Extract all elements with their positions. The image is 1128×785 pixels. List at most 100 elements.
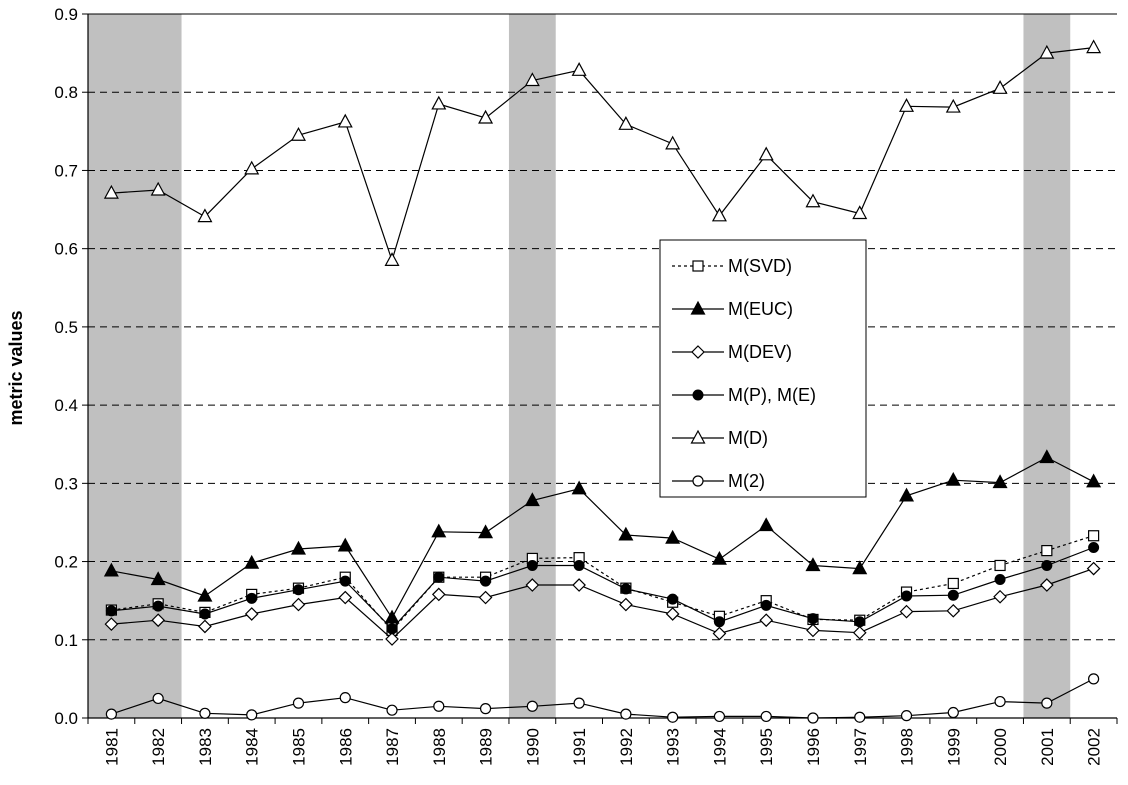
series-m-euc-point xyxy=(571,480,587,495)
x-tick-label: 1982 xyxy=(149,728,168,766)
x-tick-label: 1993 xyxy=(664,728,683,766)
series-m-p-m-e-point xyxy=(713,616,725,628)
legend-box xyxy=(659,239,867,498)
series-m-d-point xyxy=(899,98,915,112)
series-m-d-point xyxy=(244,160,260,175)
series-m-p-m-e-point xyxy=(199,608,211,620)
x-tick-label: 1989 xyxy=(477,728,496,766)
series-m-dev-point xyxy=(1086,561,1101,576)
series-m-euc xyxy=(103,449,1102,624)
legend: M(SVD) M(EUC) M(DEV) M(P), M(E) M(D) M(2) xyxy=(659,239,867,498)
series-m-dev-point xyxy=(198,619,212,634)
series-m-p-m-e-point xyxy=(620,583,632,595)
x-tick-label: 1983 xyxy=(196,728,215,766)
series-m-dev-point xyxy=(244,607,259,621)
series-m-p-m-e-point xyxy=(292,584,304,596)
x-tick-label: 1992 xyxy=(617,728,636,766)
series-m-dev-point xyxy=(151,613,166,628)
series-m-euc-point xyxy=(103,562,119,577)
series-m-2-point xyxy=(1088,673,1100,685)
series-m-p-m-e-point xyxy=(994,574,1006,586)
series-m-2-point xyxy=(292,697,305,709)
series-m-2-point xyxy=(900,710,913,722)
y-axis-label: metric values xyxy=(6,310,26,425)
series-m-2-point xyxy=(1041,697,1053,709)
series-m-p-m-e-point xyxy=(152,600,164,612)
series-m-p-m-e-point xyxy=(526,559,538,571)
series-m-d-point xyxy=(384,252,400,266)
series-m-d-point xyxy=(197,208,213,223)
series-m-2-point xyxy=(620,708,632,720)
series-m-dev-point xyxy=(291,597,306,612)
series-m-d-point xyxy=(711,207,727,222)
series-m-dev-point xyxy=(572,578,586,592)
x-tick-label: 2001 xyxy=(1038,728,1057,766)
series-m-d-point xyxy=(758,146,774,161)
series-m-euc-point xyxy=(197,587,213,602)
series-m-d-point xyxy=(618,116,634,130)
series-m-2-point xyxy=(667,711,679,723)
series-m-euc-point xyxy=(290,540,306,555)
series-m-2-line xyxy=(111,678,1094,719)
series-m-dev-point xyxy=(525,578,540,592)
x-tick-label: 1986 xyxy=(336,728,355,766)
series-m-dev-point xyxy=(806,623,820,638)
x-tick-label: 1987 xyxy=(383,728,402,766)
series-m-dev-point xyxy=(665,607,680,621)
series xyxy=(103,39,1102,724)
series-m-dev-point xyxy=(1039,578,1054,592)
series-m-euc-point xyxy=(899,487,915,502)
y-tick-label: 0.4 xyxy=(54,396,78,415)
legend-label: M(SVD) xyxy=(728,256,792,276)
x-tick-label: 1996 xyxy=(804,728,823,766)
legend-label: M(2) xyxy=(728,471,765,491)
series-m-euc-point xyxy=(244,554,260,569)
series-m-p-m-e-point xyxy=(1088,541,1100,553)
series-m-2-point xyxy=(152,692,164,705)
series-m-2-point xyxy=(854,711,866,723)
series-m-d-point xyxy=(337,113,353,128)
series-m-d-point xyxy=(805,193,821,208)
series-m-2-point xyxy=(573,697,585,709)
series-m-p-m-e xyxy=(105,541,1100,635)
series-m-svd-point xyxy=(1088,530,1100,542)
legend-label: M(EUC) xyxy=(728,299,793,319)
shaded-period-0 xyxy=(88,14,182,718)
series-m-d-point xyxy=(852,205,868,220)
series-m-svd-point xyxy=(947,577,959,590)
series-m-2-point xyxy=(433,700,445,712)
legend-marker xyxy=(690,429,706,444)
series-m-dev-point xyxy=(852,625,867,640)
series-m-dev-point xyxy=(712,626,727,641)
series-m-p-m-e-point xyxy=(573,559,585,571)
series-m-p-m-e-point xyxy=(760,599,772,611)
gridlines xyxy=(88,13,1117,641)
series-m-2-point xyxy=(807,712,819,724)
series-m-d-point xyxy=(524,72,540,87)
legend-marker xyxy=(692,260,704,272)
series-m-euc-point xyxy=(618,526,634,541)
series-m-d-point xyxy=(431,95,447,110)
y-tick-label: 0.1 xyxy=(54,631,78,650)
series-m-p-m-e-point xyxy=(480,575,492,587)
series-m-dev-point xyxy=(993,589,1007,604)
series-m-svd-point xyxy=(994,559,1006,572)
shaded-period-2 xyxy=(1023,14,1071,718)
x-tick-label: 1994 xyxy=(710,728,729,766)
series-m-dev-point xyxy=(899,604,914,619)
series-m-2-point xyxy=(199,707,211,719)
series-m-dev-point xyxy=(431,587,446,602)
series-m-p-m-e-point xyxy=(1041,559,1053,571)
series-m-2-point xyxy=(105,708,117,720)
series-m-d-point xyxy=(1086,39,1102,54)
y-tick-label: 0.3 xyxy=(54,474,78,493)
series-m-d-point xyxy=(665,135,681,150)
x-tick-label: 1990 xyxy=(523,728,542,766)
y-tick-label: 0.7 xyxy=(54,161,78,180)
series-m-euc-point xyxy=(150,571,166,586)
series-m-euc-point xyxy=(805,557,821,572)
x-tick-label: 1985 xyxy=(289,728,308,766)
series-m-2 xyxy=(105,673,1100,724)
axes: 0.0 0.1 0.2 0.3 0.4 0.5 0.6 0.7 0.8 0.9 1981 1982 19… xyxy=(54,5,1118,766)
